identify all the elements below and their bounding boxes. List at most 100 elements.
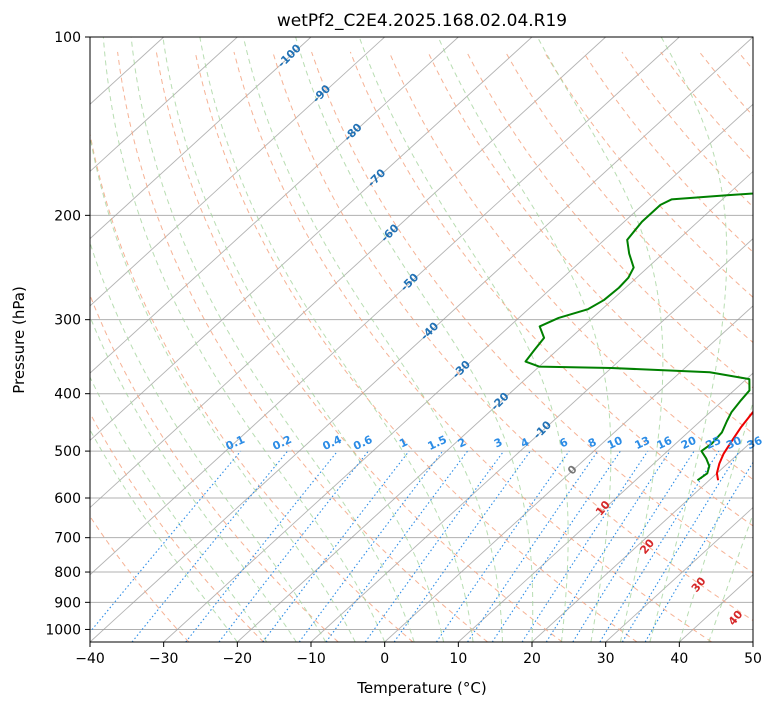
isotherm-line	[458, 372, 753, 642]
mixing-ratio-label: 10	[605, 434, 625, 452]
mixing-ratio-line	[325, 450, 468, 642]
moist-adiabat-line	[295, 37, 534, 642]
mixing-ratio-label: 30	[724, 434, 744, 452]
x-tick-label: 30	[597, 651, 615, 667]
x-tick-label: −40	[75, 651, 105, 667]
y-tick-label: 500	[54, 444, 81, 460]
dry-adiabat-line	[90, 293, 339, 642]
x-tick-label: 50	[744, 651, 762, 667]
x-tick-label: 10	[449, 651, 467, 667]
isotherm-line	[90, 37, 533, 441]
mixing-ratio-label: 1.5	[426, 433, 449, 453]
moist-adiabat-line	[358, 37, 569, 642]
dry-adiabat-label: 20	[637, 536, 657, 556]
mixing-ratio-line	[521, 450, 649, 642]
isotherm-line	[310, 238, 753, 642]
isotherm-line	[90, 37, 606, 509]
mixing-ratio-label: 6	[557, 435, 570, 450]
mixing-ratio-label: 25	[704, 434, 723, 452]
isotherm-line	[90, 37, 385, 307]
moist-adiabat-line	[437, 37, 612, 642]
mixing-ratio-label: 0.1	[224, 433, 247, 453]
dry-adiabat-line	[505, 51, 753, 344]
moist-adiabat-line	[90, 315, 297, 642]
mixing-ratio-line	[262, 450, 410, 642]
plot-frame	[89, 36, 754, 643]
mixing-ratio-line	[393, 450, 531, 642]
isotherm-label: -100	[275, 41, 304, 70]
dry-adiabat-line	[311, 51, 753, 574]
moist-adiabat-line	[649, 37, 728, 642]
isotherm-line	[90, 37, 753, 642]
moist-adiabat-line	[90, 241, 327, 642]
dry-adiabat-line	[349, 51, 753, 527]
moist-adiabat-line	[90, 376, 268, 642]
y-tick-label: 300	[54, 313, 81, 329]
temperature-profile-line	[715, 410, 753, 481]
moist-adiabat-line	[90, 428, 238, 642]
mixing-ratio-line	[621, 450, 740, 642]
dry-adiabat-line	[737, 51, 753, 71]
dry-adiabat-line	[90, 131, 414, 642]
dry-adiabat-line	[272, 51, 753, 622]
moist-adiabat-line	[678, 400, 753, 642]
x-tick-label: −30	[149, 651, 179, 667]
dry-adiabat-line	[388, 51, 753, 481]
isotherm-line	[90, 37, 238, 173]
moist-adiabat-line	[242, 37, 504, 642]
mixing-ratio-line	[131, 450, 289, 642]
mixing-ratio-line	[298, 450, 444, 642]
isotherm-line	[237, 170, 753, 642]
mixing-ratio-line	[467, 450, 599, 642]
mixing-ratio-label: 0.6	[351, 433, 374, 453]
dry-adiabat-line	[194, 51, 638, 642]
mixing-ratio-line	[599, 450, 720, 642]
x-axis-title: Temperature (°C)	[356, 679, 486, 697]
isotherm-line	[531, 439, 753, 642]
mixing-ratio-label: 20	[679, 434, 699, 452]
moist-adiabat-line	[102, 37, 386, 642]
x-tick-label: 40	[670, 651, 688, 667]
mixing-ratio-line	[644, 461, 753, 642]
mixing-ratio-line	[90, 450, 242, 633]
x-tick-label: 0	[380, 651, 389, 667]
moist-adiabat-line	[90, 134, 356, 642]
moist-adiabat-line	[162, 37, 445, 642]
y-tick-label: 800	[54, 565, 81, 581]
mixing-ratio-label: 16	[655, 434, 675, 452]
y-tick-label: 900	[54, 595, 81, 611]
dry-adiabat-line	[155, 51, 563, 642]
isotherm-line	[384, 305, 753, 642]
dry-adiabat-line	[233, 51, 712, 642]
y-tick-label: 1000	[45, 622, 81, 638]
y-tick-label: 400	[54, 387, 81, 403]
isotherm-line	[163, 103, 753, 642]
dry-adiabat-line	[90, 515, 190, 642]
dry-adiabat-line	[90, 412, 264, 642]
x-tick-label: 20	[523, 651, 541, 667]
mixing-ratio-label: 3	[492, 435, 504, 450]
mixing-ratio-label: 0.2	[271, 433, 294, 453]
isotherm-line	[90, 37, 680, 576]
y-tick-label: 100	[54, 30, 81, 46]
mixing-ratio-label: 1	[397, 435, 409, 450]
mixing-ratio-line	[545, 450, 671, 642]
mixing-ratio-line	[185, 450, 338, 642]
moist-adiabat-line	[199, 37, 474, 642]
dry-adiabat-line	[699, 51, 753, 117]
dry-adiabat-line	[117, 51, 488, 642]
chart-title: wetPf2_C2E4.2025.168.02.04.R19	[277, 11, 567, 31]
dry-adiabat-line	[466, 51, 753, 389]
mixing-ratio-line	[491, 450, 621, 642]
mixing-ratio-line	[435, 450, 570, 642]
isotherm-line	[90, 37, 459, 374]
isotherm-line	[752, 641, 753, 642]
moist-adiabat-line	[130, 37, 415, 642]
dry-adiabat-line	[427, 51, 753, 435]
y-tick-label: 700	[54, 531, 81, 547]
x-tick-label: −20	[223, 651, 253, 667]
dry-adiabat-label: 10	[593, 498, 613, 518]
dry-adiabat-label: 40	[726, 608, 746, 628]
dry-adiabat-line	[660, 51, 753, 163]
